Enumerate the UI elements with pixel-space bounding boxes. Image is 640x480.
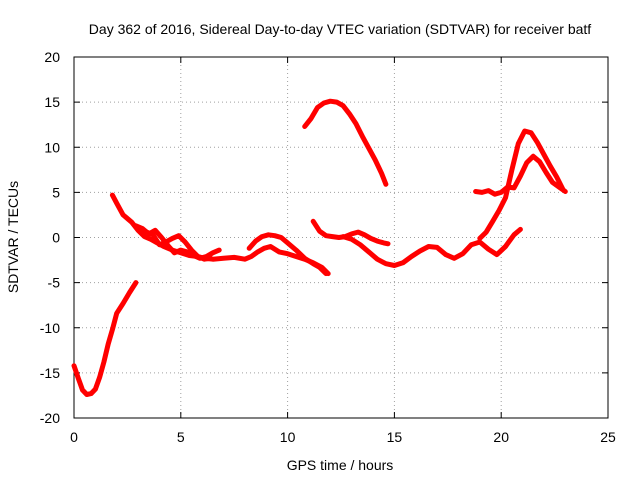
x-tick-label: 20: [493, 429, 509, 445]
series-arc-6: [302, 98, 389, 187]
y-tick-label: -20: [40, 410, 60, 426]
series-arc-8: [340, 226, 523, 268]
data-series: [71, 98, 568, 397]
x-tick-label: 10: [280, 429, 296, 445]
x-tick-label: 0: [70, 429, 78, 445]
series-arc-9: [473, 153, 568, 197]
y-tick-label: -15: [40, 365, 60, 381]
series-arc-7: [310, 218, 391, 247]
axis-ticks: 0 5 10 15 20 25 -20 -15 -10 -5 0 5 10 15 20: [40, 49, 616, 445]
y-tick-label: 20: [44, 49, 60, 65]
chart-title: Day 362 of 2016, Sidereal Day-to-day VTE…: [89, 21, 592, 37]
x-tick-label: 15: [387, 429, 403, 445]
y-tick-label: 0: [52, 230, 60, 246]
y-tick-label: 15: [44, 94, 60, 110]
y-tick-label: 5: [52, 184, 60, 200]
series-arc-5: [246, 232, 329, 277]
x-axis-title: GPS time / hours: [287, 457, 394, 473]
y-axis-title: SDTVAR / TECUs: [5, 181, 21, 293]
series-arc-2: [109, 192, 214, 262]
y-tick-label: 10: [44, 139, 60, 155]
y-tick-label: -5: [48, 275, 61, 291]
series-arc-1: [71, 280, 139, 397]
x-tick-label: 25: [600, 429, 616, 445]
y-tick-label: -10: [40, 320, 60, 336]
series-arc-4: [144, 229, 331, 277]
series-arc-10: [477, 128, 566, 241]
x-tick-label: 5: [177, 429, 185, 445]
